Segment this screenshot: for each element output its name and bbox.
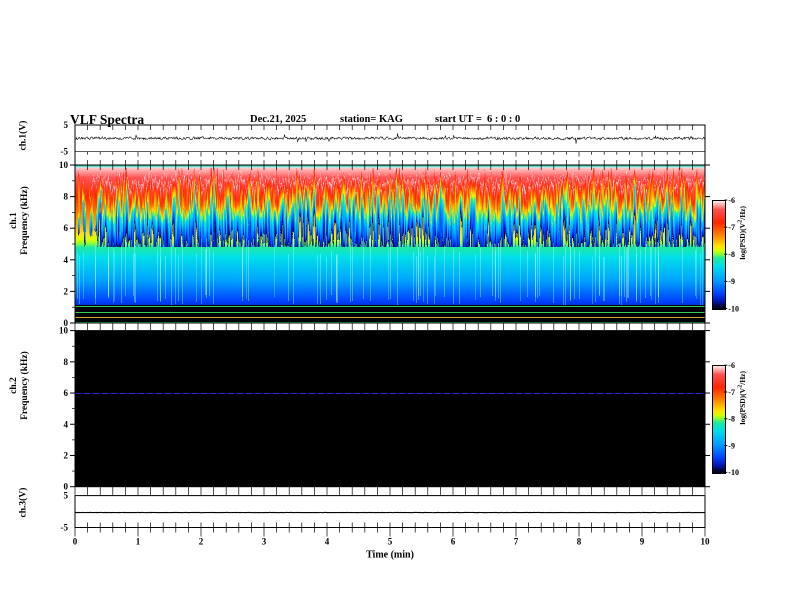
- svg-text:3: 3: [262, 537, 267, 547]
- svg-text:-7: -7: [728, 388, 735, 397]
- svg-text:0: 0: [73, 537, 78, 547]
- svg-text:4: 4: [64, 419, 69, 429]
- svg-text:1: 1: [136, 537, 141, 547]
- svg-text:-9: -9: [728, 441, 735, 450]
- svg-text:10: 10: [59, 326, 69, 336]
- svg-text:-8: -8: [728, 415, 735, 424]
- svg-text:5: 5: [64, 120, 69, 130]
- svg-text:4: 4: [325, 537, 330, 547]
- svg-text:-5: -5: [61, 523, 69, 533]
- svg-text:-6: -6: [728, 196, 735, 205]
- svg-text:Time (min): Time (min): [366, 550, 414, 561]
- svg-text:8: 8: [577, 537, 582, 547]
- svg-text:6: 6: [64, 388, 69, 398]
- svg-text:6: 6: [64, 223, 69, 233]
- svg-text:-7: -7: [728, 223, 735, 232]
- svg-text:2: 2: [199, 537, 204, 547]
- svg-text:5: 5: [64, 491, 69, 501]
- svg-text:-10: -10: [728, 468, 739, 477]
- svg-text:8: 8: [64, 357, 69, 367]
- svg-text:2: 2: [64, 451, 69, 461]
- svg-text:2: 2: [64, 286, 69, 296]
- svg-text:-10: -10: [728, 304, 739, 313]
- svg-text:-5: -5: [61, 147, 69, 157]
- svg-text:6: 6: [451, 537, 456, 547]
- svg-text:10: 10: [59, 160, 69, 170]
- svg-text:-8: -8: [728, 250, 735, 259]
- svg-text:10: 10: [701, 537, 711, 547]
- svg-text:5: 5: [388, 537, 393, 547]
- svg-text:4: 4: [64, 255, 69, 265]
- svg-text:8: 8: [64, 192, 69, 202]
- svg-text:-9: -9: [728, 277, 735, 286]
- svg-text:9: 9: [640, 537, 645, 547]
- svg-text:7: 7: [514, 537, 519, 547]
- svg-text:-6: -6: [728, 361, 735, 370]
